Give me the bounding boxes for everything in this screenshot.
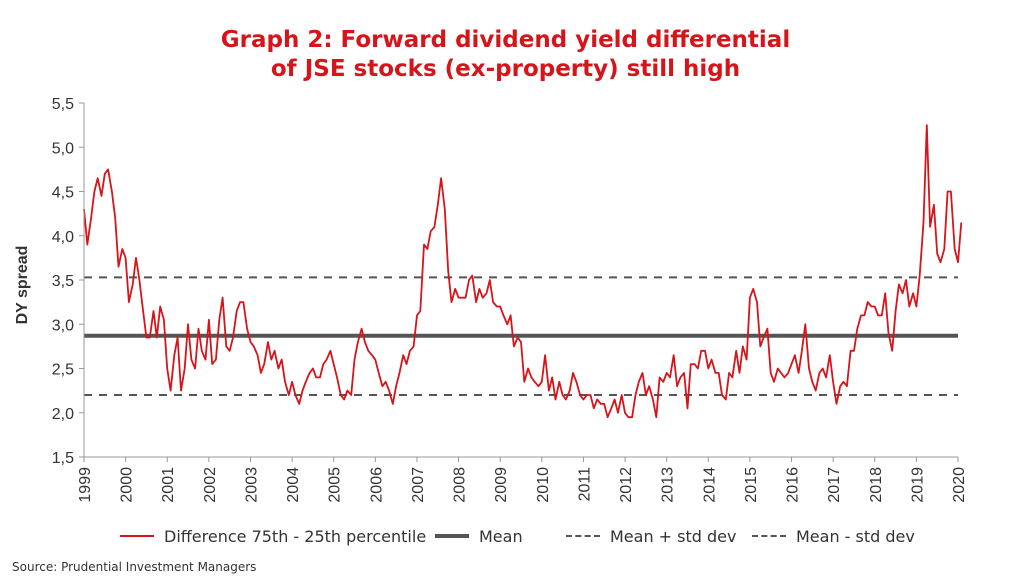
x-tick-label: 2019 [909, 467, 926, 503]
legend-label: Mean [479, 526, 523, 546]
legend-item-mean: Mean [435, 522, 523, 550]
chart-title-line-1: Graph 2: Forward dividend yield differen… [220, 27, 791, 53]
y-tick-label: 1,5 [52, 450, 74, 467]
y-tick-label: 2,5 [52, 362, 74, 379]
x-tick-label: 1999 [77, 467, 94, 503]
axes: 1,5 2,0 2,5 3,0 3,5 4,0 4,5 5,0 5,5 1999 2000 2001 2… [52, 96, 968, 503]
y-tick-label: 3,0 [52, 317, 74, 334]
legend-swatch-dashed-line [566, 535, 600, 537]
reference-lines [84, 276, 958, 397]
legend-swatch-dashed-line [752, 535, 786, 537]
x-tick-label: 2007 [410, 467, 427, 503]
legend-label: Mean + std dev [610, 526, 737, 546]
x-tick-label: 2009 [493, 467, 510, 503]
x-tick-label: 2017 [826, 467, 843, 503]
y-axis-label: DY spread [14, 246, 31, 325]
x-tick-label: 2005 [327, 467, 344, 503]
y-tick-label: 5,0 [52, 140, 74, 157]
x-tick-label: 2000 [119, 467, 136, 503]
x-tick-label: 2003 [243, 467, 260, 503]
x-tick-label: 2004 [285, 467, 302, 503]
series-line-difference [83, 124, 963, 419]
legend-label: Difference 75th - 25th percentile [164, 526, 427, 546]
legend-swatch-mean-line [435, 534, 469, 538]
x-tick-label: 2015 [743, 467, 760, 503]
y-tick-label: 3,5 [52, 273, 74, 290]
y-tick-label: 4,0 [52, 229, 74, 246]
legend-item-mean-plus-std: Mean + std dev [566, 522, 737, 550]
x-tick-label: 2002 [202, 467, 219, 503]
x-tick-label: 2018 [868, 467, 885, 503]
chart-title-line-2: of JSE stocks (ex-property) still high [270, 56, 741, 82]
x-tick-label: 2010 [535, 467, 552, 503]
legend-swatch-red-line [120, 535, 154, 537]
dy-spread-line-chart: 1,5 2,0 2,5 3,0 3,5 4,0 4,5 5,0 5,5 1999 2000 2001 2… [14, 96, 968, 503]
source-note: Source: Prudential Investment Managers [12, 560, 257, 574]
x-tick-label: 2016 [785, 467, 802, 503]
x-tick-label: 2008 [452, 467, 469, 503]
series-layer [83, 124, 963, 419]
x-tick-label: 2020 [951, 467, 968, 503]
legend-item-mean-minus-std: Mean - std dev [752, 522, 915, 550]
y-tick-label: 4,5 [52, 185, 74, 202]
y-tick-label: 2,0 [52, 406, 74, 423]
x-tick-label: 2001 [160, 467, 177, 503]
chart-legend: Difference 75th - 25th percentile Mean M… [0, 522, 1011, 550]
x-tick-label: 2006 [368, 467, 385, 503]
legend-label: Mean - std dev [796, 526, 915, 546]
x-tick-label: 2013 [660, 467, 677, 503]
x-tick-label: 2014 [701, 467, 718, 503]
x-tick-label: 2012 [618, 467, 635, 503]
y-tick-label: 5,5 [52, 96, 74, 113]
x-tick-label: 2011 [576, 467, 593, 502]
legend-item-difference: Difference 75th - 25th percentile [120, 522, 426, 550]
